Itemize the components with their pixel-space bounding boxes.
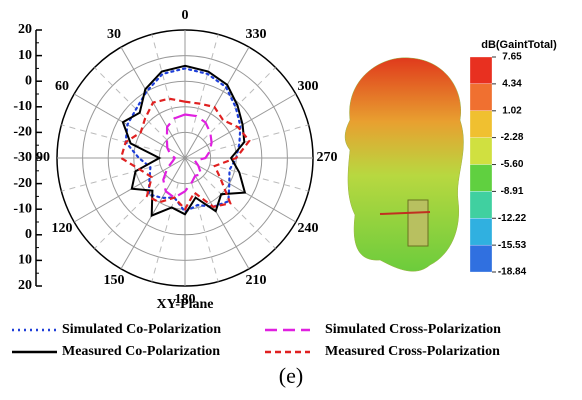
colorbar-tick-label: -5.60 [501,159,524,170]
legend-label: Simulated Cross-Polarization [325,322,501,337]
legend-label: Measured Co-Polarization [62,344,220,359]
angle-label: 90 [36,150,50,165]
angle-label: 270 [317,150,338,165]
angle-label: 300 [297,79,318,94]
radial-tick-label: 20 [18,22,32,37]
colorbar-title: dB(GaintTotal) [481,39,557,51]
legend-label: Measured Cross-Polarization [325,344,500,359]
colorbar-tick-label: -15.53 [498,240,527,251]
angle-label: 120 [52,221,73,236]
series-line [162,113,213,199]
radial-tick-label: -20 [13,125,32,140]
colorbar-segment [469,137,493,165]
radial-tick-label: -30 [13,150,32,165]
radial-tick-label: -20 [13,176,32,191]
radial-tick-label: 10 [18,48,32,63]
radial-tick-label: 0 [25,227,32,242]
angle-label: 330 [246,27,267,42]
colorbar-segment [469,83,493,111]
colorbar-tick-label: 4.34 [502,79,522,90]
antenna-model [407,199,429,247]
angle-label: 240 [297,221,318,236]
colorbar-tick-label: 1.02 [502,105,522,116]
colorbar-segment [469,56,493,85]
colorbar-segment [469,244,493,273]
radial-tick-label: 10 [18,253,32,268]
angle-label: 30 [107,27,121,42]
angle-label: 150 [104,273,125,288]
colorbar-segment [469,164,493,192]
colorbar-segment [469,218,493,246]
angle-label: 0 [182,8,189,23]
colorbar-tick-label: -18.84 [498,267,527,278]
radiation-pattern-3d [344,57,464,272]
spoke [73,157,186,223]
legend-label: Simulated Co-Polarization [62,322,221,337]
series-line [119,97,251,212]
series-line [121,64,247,218]
feed-arrow [379,211,431,215]
spoke [184,46,250,159]
x-axis-label: XY-Plane [156,297,213,312]
radial-tick-label: 20 [18,278,32,293]
colorbar-tick-label: -8.91 [501,186,524,197]
colorbar-tick-label: -2.28 [501,132,524,143]
colorbar-segment [469,191,493,219]
radial-tick-label: -10 [13,99,32,114]
angle-label: 210 [246,273,267,288]
radial-tick-label: -10 [13,201,32,216]
spoke [120,157,186,270]
spoke [184,157,297,223]
angle-label: 180 [175,292,196,307]
angle-label: 60 [55,79,69,94]
colorbar-tick-label: 7.65 [502,52,522,63]
radial-tick-label: 0 [25,73,32,88]
series-line [124,67,242,214]
colorbar-segment [469,110,493,138]
caption: (e) [279,363,303,388]
colorbar-tick-label: -12.22 [498,213,527,224]
